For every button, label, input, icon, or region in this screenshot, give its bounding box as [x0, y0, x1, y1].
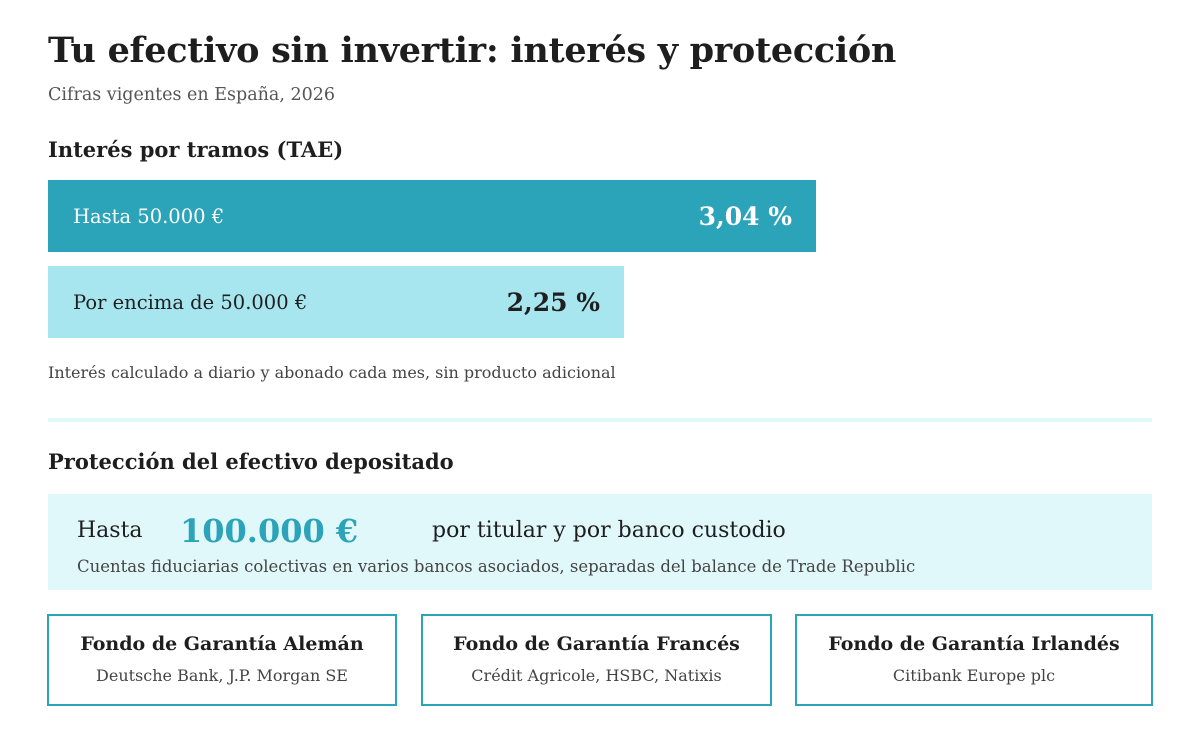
fund-name: Fondo de Garantía Irlandés [828, 633, 1120, 655]
fund-card-irish: Fondo de Garantía Irlandés Citibank Euro… [795, 614, 1153, 706]
protection-prefix: Hasta [77, 518, 143, 543]
fund-banks: Deutsche Bank, J.P. Morgan SE [96, 666, 348, 685]
page-title: Tu efectivo sin invertir: interés y prot… [48, 30, 897, 71]
protection-panel: Hasta 100.000 € por titular y por banco … [48, 494, 1152, 590]
fund-card-french: Fondo de Garantía Francés Crédit Agricol… [421, 614, 772, 706]
interest-tier-above-50000: Por encima de 50.000 € 2,25 % [48, 266, 624, 338]
tier-label: Por encima de 50.000 € [73, 290, 308, 314]
section-divider [48, 418, 1152, 422]
interest-tier-up-to-50000: Hasta 50.000 € 3,04 % [48, 180, 816, 252]
tier-rate: 2,25 % [506, 287, 600, 317]
protection-amount: 100.000 € [180, 512, 359, 550]
tier-label: Hasta 50.000 € [73, 204, 225, 228]
fund-name: Fondo de Garantía Alemán [80, 633, 364, 655]
protection-note: Cuentas fiduciarias colectivas en varios… [77, 557, 916, 576]
interest-note: Interés calculado a diario y abonado cad… [48, 363, 616, 382]
fund-banks: Crédit Agricole, HSBC, Natixis [471, 666, 722, 685]
fund-name: Fondo de Garantía Francés [453, 633, 740, 655]
fund-banks: Citibank Europe plc [892, 666, 1056, 685]
tier-rate: 3,04 % [698, 201, 792, 231]
interest-heading: Interés por tramos (TAE) [48, 137, 344, 162]
page-subtitle: Cifras vigentes en España, 2026 [48, 85, 335, 105]
protection-heading: Protección del efectivo depositado [48, 449, 454, 474]
protection-suffix: por titular y por banco custodio [432, 518, 786, 543]
fund-card-german: Fondo de Garantía Alemán Deutsche Bank, … [47, 614, 397, 706]
